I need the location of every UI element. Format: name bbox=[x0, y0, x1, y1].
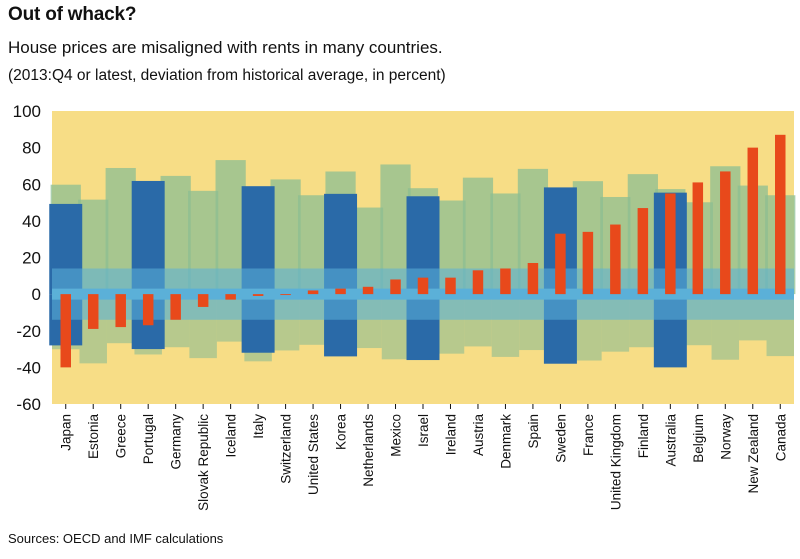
x-tick-label: Ireland bbox=[443, 414, 458, 455]
x-tick-label: Switzerland bbox=[279, 414, 294, 484]
skyline-illustration bbox=[49, 160, 796, 368]
x-tick-label: Sweden bbox=[553, 414, 568, 463]
source-note: Sources: OECD and IMF calculations bbox=[8, 531, 224, 546]
y-tick-label: -40 bbox=[16, 358, 41, 377]
bar-united-states bbox=[307, 290, 319, 295]
x-tick-label: Austria bbox=[471, 414, 486, 457]
x-axis: Japan Estonia Greece Portugal Germany Slovak … bbox=[59, 404, 788, 511]
y-tick-label: 0 bbox=[32, 285, 41, 304]
x-tick-label: France bbox=[581, 414, 596, 456]
x-tick-label: Portugal bbox=[141, 414, 156, 464]
bar-germany bbox=[170, 294, 181, 320]
y-tick-label: -20 bbox=[16, 322, 41, 341]
x-tick-label: Greece bbox=[114, 414, 129, 458]
bar-canada bbox=[775, 134, 786, 295]
x-tick-label: Iceland bbox=[224, 414, 239, 458]
bar-netherlands bbox=[362, 286, 374, 295]
x-tick-label: Germany bbox=[169, 414, 184, 470]
x-tick-label: Israel bbox=[416, 414, 431, 447]
y-tick-label: 60 bbox=[22, 175, 41, 194]
bar-france bbox=[582, 231, 594, 295]
x-tick-label: Japan bbox=[59, 414, 74, 451]
y-tick-label: -60 bbox=[16, 395, 41, 414]
x-tick-label: Spain bbox=[526, 414, 541, 449]
bar-estonia bbox=[87, 294, 99, 329]
bar-italy bbox=[252, 294, 264, 296]
bars-group bbox=[60, 134, 786, 368]
bar-australia bbox=[665, 193, 676, 295]
bar-spain bbox=[527, 262, 539, 295]
bar-finland bbox=[637, 208, 649, 295]
bar-norway bbox=[720, 171, 731, 295]
bar-iceland bbox=[225, 294, 236, 300]
bar-slovak-republic bbox=[197, 294, 209, 307]
x-tick-label: Estonia bbox=[86, 414, 101, 460]
bar-korea bbox=[335, 288, 346, 295]
bar-new-zealand bbox=[747, 147, 759, 295]
x-tick-label: United Kingdom bbox=[608, 414, 623, 510]
bar-sweden bbox=[555, 233, 566, 295]
bar-united-kingdom bbox=[610, 224, 621, 295]
x-tick-label: Canada bbox=[773, 414, 788, 462]
x-tick-label: Australia bbox=[663, 414, 678, 467]
x-tick-label: New Zealand bbox=[746, 414, 761, 494]
x-tick-label: Korea bbox=[334, 414, 349, 451]
x-tick-label: United States bbox=[306, 414, 321, 495]
chart-note: (2013:Q4 or latest, deviation from histo… bbox=[8, 67, 446, 84]
bar-belgium bbox=[692, 182, 704, 295]
bar-mexico bbox=[390, 279, 401, 295]
chart-subtitle: House prices are misaligned with rents i… bbox=[8, 38, 443, 57]
x-tick-label: Italy bbox=[251, 414, 266, 439]
bar-denmark bbox=[500, 268, 511, 295]
x-tick-label: Denmark bbox=[498, 414, 513, 469]
bar-ireland bbox=[445, 277, 456, 295]
bar-greece bbox=[115, 294, 126, 328]
y-tick-label: 80 bbox=[22, 139, 41, 158]
x-tick-label: Belgium bbox=[691, 414, 706, 463]
y-tick-label: 20 bbox=[22, 249, 41, 268]
bar-japan bbox=[60, 294, 71, 368]
x-tick-label: Finland bbox=[636, 414, 651, 458]
bar-austria bbox=[472, 270, 484, 295]
x-tick-label: Slovak Republic bbox=[196, 414, 211, 511]
bar-portugal bbox=[142, 294, 154, 326]
bar-israel bbox=[417, 277, 429, 295]
bar-switzerland bbox=[280, 294, 291, 296]
y-tick-label: 100 bbox=[13, 102, 41, 121]
x-tick-label: Norway bbox=[718, 414, 733, 460]
x-tick-label: Netherlands bbox=[361, 414, 376, 487]
y-tick-label: 40 bbox=[22, 212, 41, 231]
x-tick-label: Mexico bbox=[389, 414, 404, 457]
chart-title: Out of whack? bbox=[8, 4, 137, 25]
y-axis: 100 80 60 40 20 0 -20 -40 -60 bbox=[13, 102, 41, 414]
